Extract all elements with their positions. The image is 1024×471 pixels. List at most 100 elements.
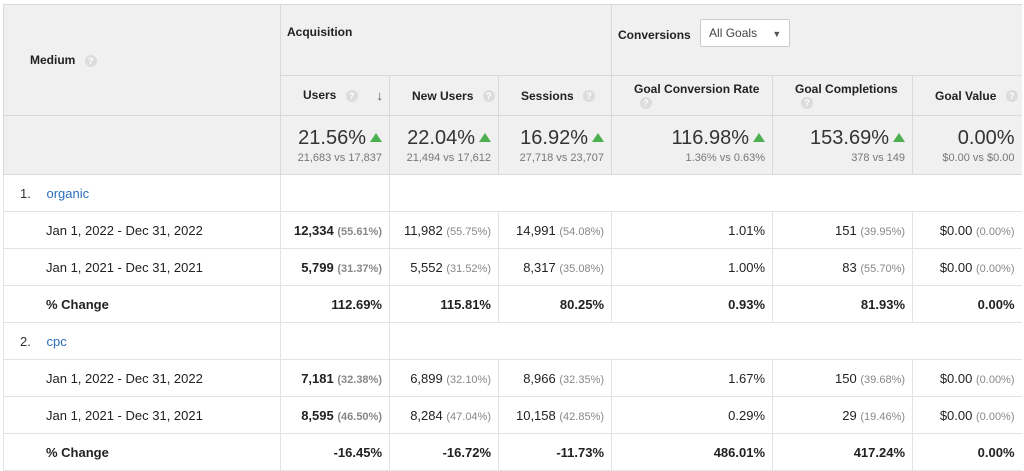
cell-value: 150 (835, 370, 857, 386)
cell-sessions: -11.73% (498, 433, 613, 471)
dimension-link-cpc[interactable]: cpc (46, 333, 67, 349)
arrow-up-icon (592, 132, 605, 142)
help-icon[interactable]: ? (345, 89, 358, 102)
help-icon[interactable]: ? (84, 54, 97, 67)
cell-percent: (39.68%) (860, 373, 906, 386)
cell-value: 8,317 (523, 259, 556, 275)
col-header-label: New Users (412, 88, 474, 103)
cell-percent: (0.00%) (975, 410, 1015, 423)
table-row: Jan 1, 2021 - Dec 31, 2021 5,799 (31.37%… (3, 248, 1022, 286)
cell-percent: (39.95%) (860, 225, 906, 238)
total-goal-completions: 153.69% 378 vs 149 (772, 115, 914, 175)
cell-value: 8,595 (301, 407, 334, 423)
cell-value: 1.01% (728, 222, 766, 238)
cell-value: 7,181 (301, 370, 334, 386)
help-icon[interactable]: ? (583, 90, 596, 103)
dimension-spacer (389, 174, 1022, 212)
cell-goal-conversion-rate: 486.01% (611, 433, 774, 471)
cell-sessions: 14,991 (54.08%) (498, 211, 613, 249)
percent-change-label: % Change (3, 433, 281, 471)
help-icon[interactable]: ? (482, 90, 495, 103)
cell-goal-value: $0.00 (0.00%) (912, 396, 1022, 434)
total-users: 21.56% 21,683 vs 17,837 (280, 115, 390, 175)
cell-goal-conversion-rate: 0.29% (611, 396, 774, 434)
col-header-sessions[interactable]: Sessions ? (498, 75, 613, 116)
cell-goal-value: $0.00 (0.00%) (912, 248, 1022, 286)
cell-value: $0.00 (939, 370, 973, 386)
percent-change-row: % Change -16.45% -16.72% -11.73% 486.01%… (3, 433, 1022, 471)
conversions-label: Conversions (618, 28, 691, 43)
col-header-new-users[interactable]: New Users ? (389, 75, 499, 116)
total-value: 153.69% (810, 126, 890, 149)
cell-goal-conversion-rate: 1.00% (611, 248, 774, 286)
col-header-label: Goal Completions (795, 81, 898, 96)
cell-value: 29 (842, 407, 857, 423)
date-range-label: Jan 1, 2021 - Dec 31, 2021 (3, 248, 281, 286)
caret-down-icon: ▼ (772, 29, 782, 39)
col-header-label: Goal Conversion Rate (634, 81, 760, 96)
cell-sessions: 80.25% (498, 285, 613, 323)
cell-value: 6,899 (410, 370, 443, 386)
table-row: Jan 1, 2021 - Dec 31, 2021 8,595 (46.50%… (3, 396, 1022, 434)
cell-value: $0.00 (939, 407, 973, 423)
cell-value: 5,799 (301, 259, 334, 275)
cell-percent: (55.61%) (337, 225, 382, 238)
col-header-goal-conversion-rate[interactable]: Goal Conversion Rate ? (611, 75, 774, 116)
dimension-cell: 2. cpc (3, 322, 281, 360)
medium-header[interactable]: Medium ? (3, 4, 281, 116)
col-header-goal-completions[interactable]: Goal Completions ? (772, 75, 914, 116)
table-row: Jan 1, 2022 - Dec 31, 2022 12,334 (55.61… (3, 211, 1022, 249)
col-header-users[interactable]: Users ? ↓ (280, 75, 390, 116)
cell-percent: (54.08%) (559, 225, 605, 238)
sort-descending-icon[interactable]: ↓ (376, 88, 384, 103)
dimension-row-organic: 1. organic (3, 174, 1022, 212)
goals-select[interactable]: All Goals ▼ (700, 19, 791, 47)
help-icon[interactable]: ? (640, 97, 653, 110)
cell-users: 12,334 (55.61%) (280, 211, 390, 249)
total-value: 0.00% (957, 126, 1015, 149)
cell-users: 7,181 (32.38%) (280, 359, 390, 397)
col-header-label: Users (303, 88, 337, 102)
dimension-spacer (280, 322, 390, 360)
cell-value: 5,552 (410, 259, 443, 275)
cell-users: 8,595 (46.50%) (280, 396, 390, 434)
cell-value: 1.67% (728, 370, 766, 386)
cell-percent: (32.38%) (337, 373, 382, 386)
cell-goal-value: $0.00 (0.00%) (912, 211, 1022, 249)
cell-goal-completions: 81.93% (772, 285, 914, 323)
total-goal-conversion-rate: 116.98% 1.36% vs 0.63% (611, 115, 774, 175)
cell-value: 8,966 (523, 370, 556, 386)
cell-percent: (42.85%) (559, 410, 605, 423)
cell-percent: (0.00%) (975, 225, 1015, 238)
col-header-goal-value[interactable]: Goal Value ? (912, 75, 1022, 116)
total-compare: 21,683 vs 17,837 (297, 151, 382, 164)
help-icon[interactable]: ? (801, 97, 814, 110)
cell-new-users: 8,284 (47.04%) (389, 396, 499, 434)
col-header-label: Sessions (521, 88, 574, 103)
cell-percent: (55.75%) (446, 225, 491, 238)
dimension-spacer (389, 322, 1022, 360)
cell-value: 83 (842, 259, 857, 275)
cell-sessions: 10,158 (42.85%) (498, 396, 613, 434)
percent-change-label: % Change (3, 285, 281, 323)
total-goal-value: 0.00% $0.00 vs $0.00 (912, 115, 1022, 175)
cell-value: $0.00 (939, 259, 973, 275)
total-value: 116.98% (671, 126, 750, 149)
percent-change-row: % Change 112.69% 115.81% 80.25% 0.93% 81… (3, 285, 1022, 323)
cell-goal-value: 0.00% (912, 433, 1022, 471)
cell-value: 151 (835, 222, 857, 238)
cell-percent: (0.00%) (975, 373, 1015, 386)
dimension-row-cpc: 2. cpc (3, 322, 1022, 360)
cell-value: $0.00 (939, 222, 973, 238)
acquisition-group-header: Acquisition (280, 4, 613, 76)
dimension-link-organic[interactable]: organic (46, 185, 90, 201)
cell-percent: (31.37%) (337, 262, 382, 275)
cell-goal-conversion-rate: 0.93% (611, 285, 774, 323)
cell-goal-conversion-rate: 1.67% (611, 359, 774, 397)
help-icon[interactable]: ? (1005, 90, 1018, 103)
cell-value: 14,991 (515, 222, 556, 238)
cell-value: 8,284 (410, 407, 443, 423)
cell-value: 12,334 (293, 222, 334, 238)
total-value: 21.56% (298, 126, 366, 149)
cell-users: -16.45% (280, 433, 390, 471)
